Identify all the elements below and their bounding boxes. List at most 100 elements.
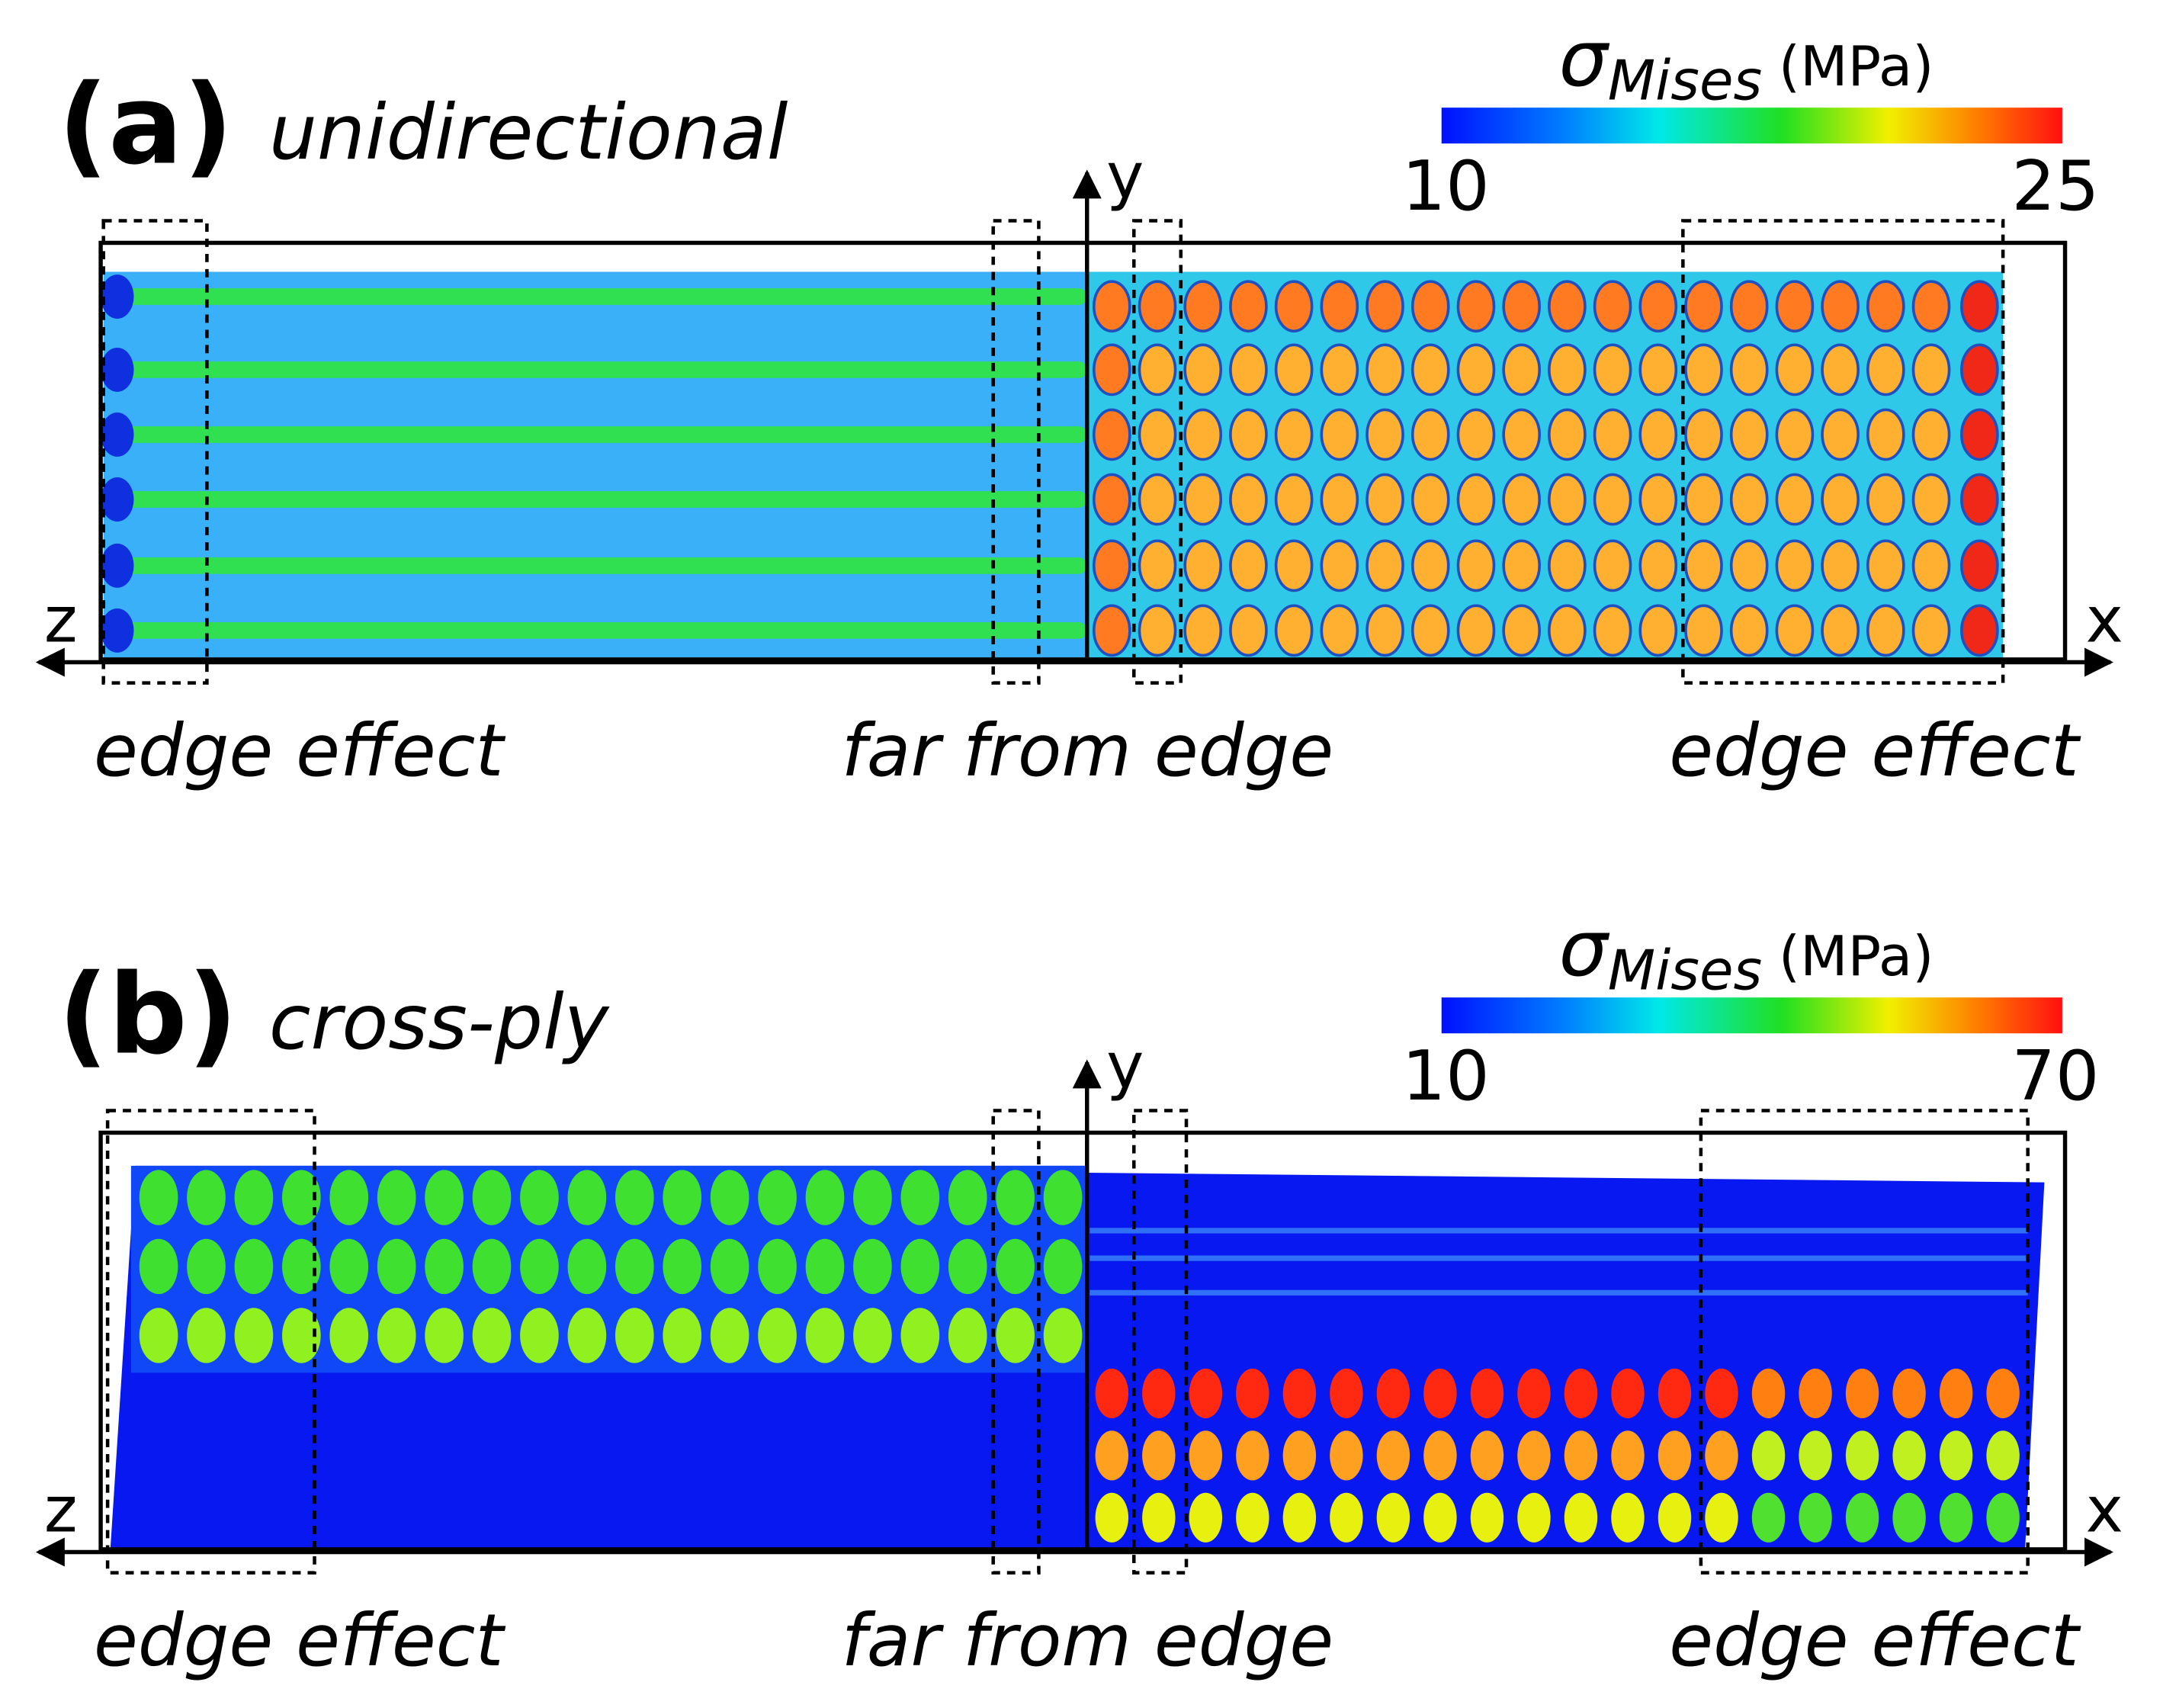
fiber (234, 1238, 274, 1295)
fiber (187, 1170, 226, 1225)
fiber (1775, 343, 1815, 396)
fiber (1684, 408, 1723, 461)
colorbar-min: 10 (1402, 1036, 1490, 1116)
colorbar-subscript: Mises (1608, 49, 1762, 113)
fiber (1138, 280, 1177, 333)
fiber (805, 1170, 845, 1225)
fiber (1092, 343, 1131, 396)
fiber (1138, 539, 1177, 592)
annotation: edge effect (1669, 1600, 2081, 1683)
fiber (1138, 604, 1177, 657)
fiber (139, 1170, 178, 1225)
fiber (282, 1170, 321, 1225)
fiber (1366, 343, 1404, 396)
fiber (1366, 280, 1404, 333)
fiber (1939, 1368, 1973, 1419)
fiber (1775, 280, 1815, 333)
annotation: edge effect (1669, 710, 2081, 793)
fiber (1517, 1368, 1551, 1419)
fiber (329, 1238, 369, 1295)
colorbar-unit: (MPa) (1779, 925, 1934, 989)
fiber (1775, 539, 1815, 592)
fiber (1502, 604, 1542, 657)
fiber (1189, 1492, 1223, 1543)
fiber (1866, 604, 1905, 657)
fiber (1821, 539, 1860, 592)
fiber (234, 1308, 274, 1363)
fiber (1892, 1430, 1926, 1481)
fiber (1658, 1492, 1692, 1543)
fiber (1320, 539, 1359, 592)
fiber (1638, 343, 1678, 396)
fiber (1911, 343, 1951, 396)
fiber (1183, 408, 1223, 461)
fiber (1330, 1368, 1363, 1419)
fiber (1274, 604, 1314, 657)
colorbar-title: σMises (MPa) (1559, 14, 1934, 113)
fiber (1470, 1492, 1504, 1543)
panel-title: unidirectional (269, 89, 788, 177)
fiber (377, 1170, 416, 1225)
fiber (1229, 539, 1268, 592)
fiber (710, 1170, 749, 1225)
fiber (329, 1308, 369, 1363)
fiber (1593, 408, 1632, 461)
fiber (567, 1238, 607, 1295)
fiber (1183, 343, 1223, 396)
fiber (1320, 473, 1359, 526)
fiber-stripe (124, 557, 1087, 574)
fiber (1775, 408, 1815, 461)
fiber (1456, 539, 1496, 592)
edge-spot (101, 274, 134, 319)
fiber (1274, 408, 1314, 461)
region-box (101, 219, 209, 685)
fiber (1366, 539, 1404, 592)
fiber (1939, 1430, 1973, 1481)
fiber (1229, 408, 1268, 461)
fiber (1960, 280, 1999, 333)
fiber (1892, 1492, 1926, 1543)
fiber (1456, 604, 1496, 657)
fiber-stripe (124, 361, 1087, 378)
fiber (425, 1238, 464, 1295)
fiber (1729, 539, 1769, 592)
fiber (1376, 1368, 1410, 1419)
axis-label-y: y (1106, 1029, 1144, 1103)
panel-label: (a) (58, 62, 233, 190)
fiber (1502, 473, 1542, 526)
fiber (1043, 1170, 1083, 1225)
fiber (1705, 1430, 1738, 1481)
fiber (1282, 1492, 1317, 1543)
fiber (1092, 539, 1131, 592)
fiber (900, 1308, 940, 1363)
fiber (1729, 280, 1769, 333)
region-box (991, 219, 1041, 685)
fiber (1282, 1368, 1317, 1419)
fiber (996, 1170, 1035, 1225)
fiber (1366, 604, 1404, 657)
fiber (1892, 1368, 1926, 1419)
colorbar-symbol: σ (1559, 14, 1610, 104)
fiber (1986, 1368, 2020, 1419)
fiber (1684, 280, 1723, 333)
fiber-stripe (124, 622, 1087, 639)
fiber (615, 1308, 654, 1363)
fiber-stripe (124, 491, 1087, 508)
axis-label-y: y (1106, 139, 1144, 213)
colorbar-min: 10 (1402, 146, 1490, 226)
ply-line (1090, 1228, 2028, 1234)
colorbar-subscript: Mises (1608, 939, 1762, 1003)
fiber (1092, 408, 1131, 461)
fiber (187, 1238, 226, 1295)
fiber (1821, 280, 1860, 333)
fiber (1138, 473, 1177, 526)
fiber (1564, 1430, 1598, 1481)
fiber (1658, 1368, 1692, 1419)
panel: y z x (b) cross-ply σMises (MPa) 10 70 edge effec… (35, 904, 2123, 1683)
fiber (1866, 473, 1905, 526)
fiber (1410, 280, 1450, 333)
panel-title: cross-ply (269, 979, 610, 1067)
fiber (1456, 473, 1496, 526)
fiber (1366, 473, 1404, 526)
fiber (1684, 343, 1723, 396)
